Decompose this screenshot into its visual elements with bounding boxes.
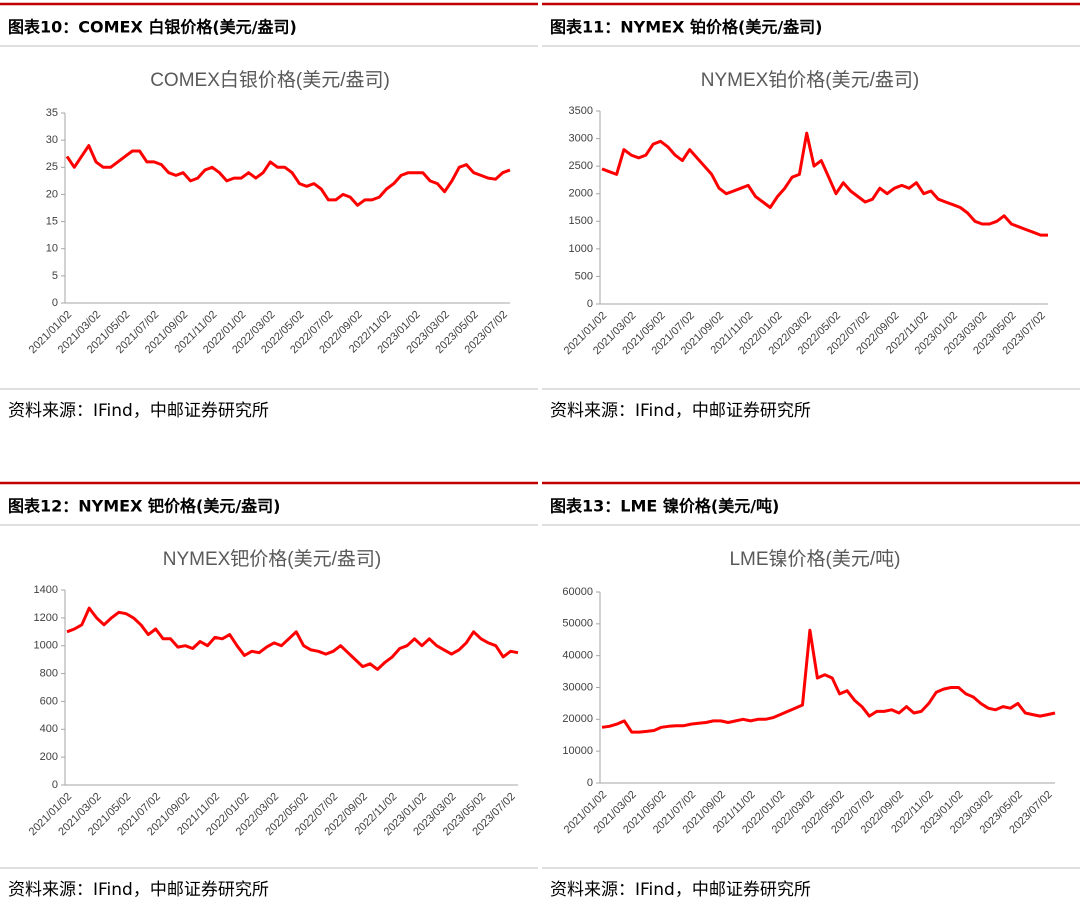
y-tick-label: 20000 (562, 713, 593, 725)
chart-title: COMEX白银价格(美元/盎司) (150, 69, 390, 91)
chart-title: NYMEX钯价格(美元/盎司) (163, 548, 382, 570)
source: 资料来源：IFind，中邮证券研究所 (8, 401, 269, 421)
y-tick-label: 0 (52, 779, 58, 791)
chart-title: LME镍价格(美元/吨) (729, 548, 900, 570)
source: 资料来源：IFind，中邮证券研究所 (550, 401, 811, 421)
y-tick-label: 0 (587, 777, 593, 789)
y-tick-label: 1000 (34, 640, 58, 652)
data-line (601, 628, 1056, 734)
y-tick-label: 400 (40, 723, 58, 735)
y-tick-label: 2500 (569, 160, 593, 172)
y-tick-label: 5 (52, 270, 58, 282)
y-tick-label: 0 (52, 297, 58, 309)
y-tick-label: 25 (46, 161, 58, 173)
y-tick-label: 800 (40, 667, 58, 679)
y-tick-label: 15 (46, 215, 58, 227)
y-tick-label: 50000 (562, 618, 593, 630)
caption: 图表12：NYMEX 钯价格(美元/盎司) (8, 497, 280, 516)
y-tick-label: 10 (46, 243, 58, 255)
y-tick-label: 1500 (569, 215, 593, 227)
data-line (66, 606, 519, 671)
source: 资料来源：IFind，中邮证券研究所 (550, 880, 811, 900)
y-tick-label: 60000 (562, 586, 593, 598)
source: 资料来源：IFind，中邮证券研究所 (8, 880, 269, 900)
y-tick-label: 600 (40, 695, 58, 707)
y-tick-label: 1400 (34, 584, 58, 596)
chart-title: NYMEX铂价格(美元/盎司) (701, 69, 920, 91)
y-tick-label: 3500 (569, 105, 593, 117)
caption: 图表13：LME 镍价格(美元/吨) (550, 497, 779, 516)
y-tick-label: 3000 (569, 132, 593, 144)
y-tick-label: 1200 (34, 612, 58, 624)
y-tick-label: 0 (587, 298, 593, 310)
y-tick-label: 30 (46, 134, 58, 146)
y-tick-label: 35 (46, 107, 58, 119)
data-line (601, 131, 1048, 237)
y-tick-label: 30000 (562, 681, 593, 693)
y-tick-label: 20 (46, 188, 58, 200)
y-tick-label: 500 (575, 270, 593, 282)
y-tick-label: 2000 (569, 188, 593, 200)
caption: 图表11：NYMEX 铂价格(美元/盎司) (550, 18, 822, 37)
y-tick-label: 40000 (562, 650, 593, 662)
y-tick-label: 200 (40, 751, 58, 763)
y-tick-label: 10000 (562, 745, 593, 757)
data-line (65, 144, 511, 207)
y-tick-label: 1000 (569, 243, 593, 255)
caption: 图表10：COMEX 白银价格(美元/盎司) (8, 18, 297, 37)
